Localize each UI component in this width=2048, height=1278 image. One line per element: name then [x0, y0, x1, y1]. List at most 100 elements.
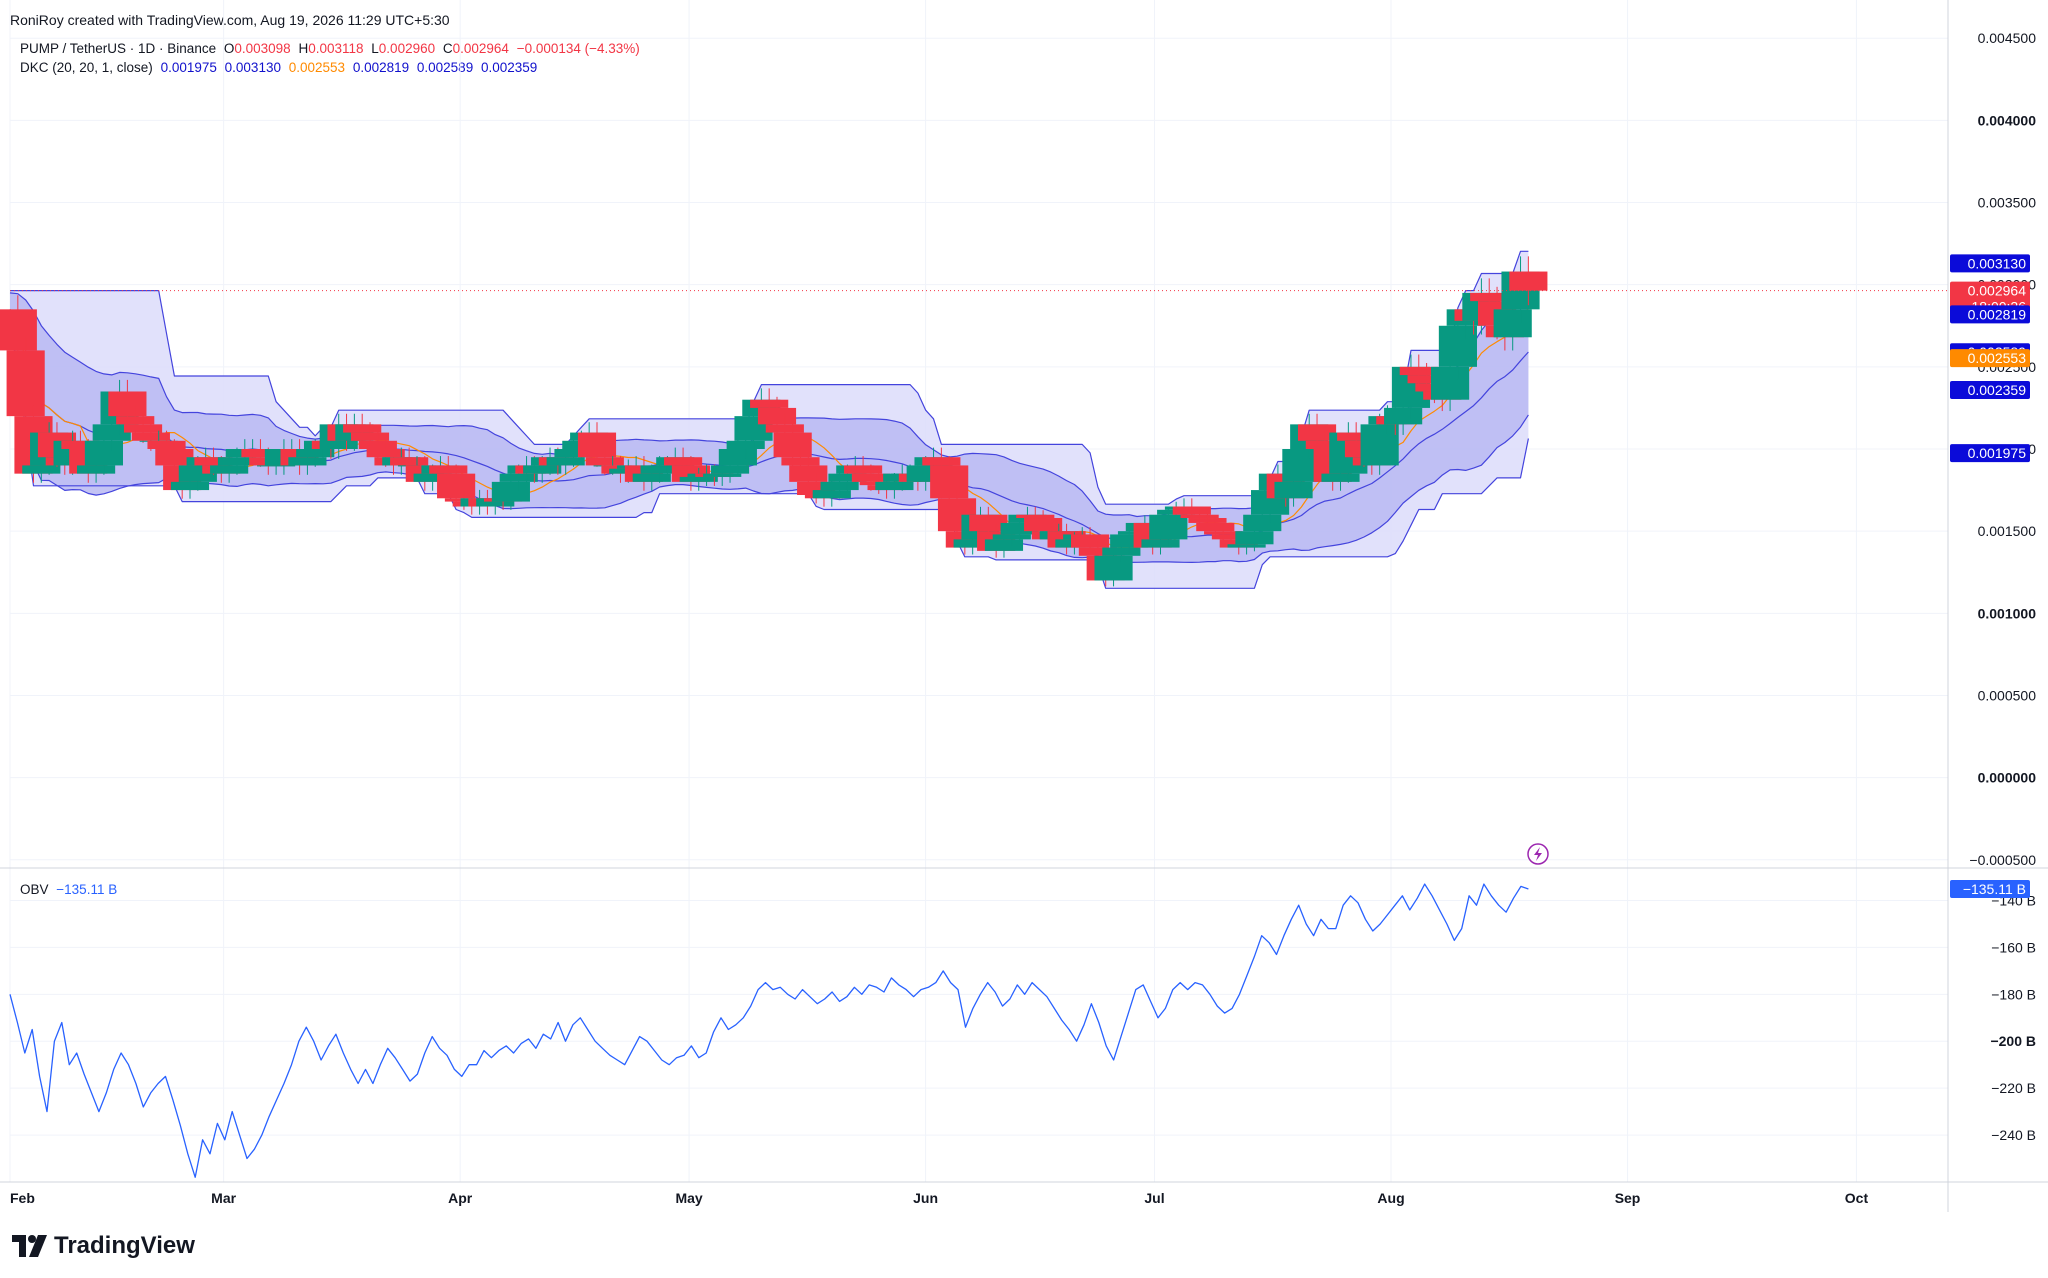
candle-body	[750, 399, 789, 408]
candle-body	[217, 457, 257, 466]
price-tag: 0.003130	[1950, 254, 2030, 273]
candle-body	[1094, 555, 1133, 581]
candle-body	[703, 473, 742, 477]
price-tag: 0.002819	[1950, 305, 2030, 324]
obv-axis-label: −240 B	[1991, 1127, 2036, 1143]
time-axis-label: Apr	[448, 1190, 473, 1206]
candle-body	[1024, 518, 1063, 532]
price-axis-label: 0.003500	[1978, 195, 2037, 211]
candle-body	[554, 449, 593, 458]
lightning-icon[interactable]	[1527, 843, 1549, 865]
candle-body	[844, 465, 883, 474]
candle-body	[679, 476, 718, 482]
price-tag: 0.001975	[1950, 444, 2030, 463]
candle-body	[664, 457, 703, 466]
lightning-icon-bolt	[1534, 847, 1542, 861]
candle-body	[546, 457, 585, 466]
candle-body	[108, 391, 147, 417]
dkc-label[interactable]: DKC (20, 20, 1, close)	[20, 60, 153, 75]
candle-body	[1188, 518, 1227, 523]
candle-body	[61, 440, 100, 449]
candle-body	[155, 449, 194, 466]
candle	[1431, 354, 1470, 412]
candle	[437, 464, 476, 507]
outer-channel-upper	[10, 250, 1529, 505]
candle-body	[499, 473, 538, 482]
candle-body	[757, 407, 797, 425]
price-tag-label: 0.003130	[1968, 255, 2027, 271]
price-axis-label: 0.000000	[1978, 770, 2037, 786]
candle	[1094, 549, 1133, 587]
candle-body	[0, 309, 37, 351]
candle-body	[1360, 424, 1399, 466]
dkc-value-4: 0.002819	[352, 60, 410, 75]
obv-axis-label: −180 B	[1991, 986, 2036, 1002]
obv-label[interactable]: OBV	[20, 882, 49, 897]
time-axis-label: Oct	[1845, 1190, 1869, 1206]
price-tag-label: 0.002359	[1968, 382, 2027, 398]
high-value: 0.003118	[308, 41, 364, 56]
candle-body	[1196, 522, 1235, 532]
close-label: C	[442, 41, 453, 56]
candle-body	[210, 465, 249, 474]
price-tag-label: 0.002553	[1968, 350, 2027, 366]
candle	[6, 337, 45, 427]
obv-axis-label: −200 B	[1990, 1033, 2036, 1049]
candle-body	[585, 457, 624, 466]
price-tag-label: 0.002964	[1968, 283, 2027, 299]
change-value: −0.000134 (−4.33%)	[516, 41, 640, 56]
obv-value: −135.11 B	[56, 882, 118, 897]
candle-body	[1493, 309, 1532, 338]
obv-legend: OBV −135.11 B	[20, 882, 121, 897]
tradingview-logo[interactable]: TradingView	[12, 1232, 195, 1260]
time-axis-label: Sep	[1615, 1190, 1641, 1206]
candle-body	[1305, 440, 1344, 449]
candle-body	[1102, 547, 1141, 556]
symbol-name[interactable]: PUMP / TetherUS · 1D · Binance	[20, 41, 217, 56]
candle-body	[648, 465, 687, 467]
price-tag-label: 0.002819	[1968, 306, 2027, 322]
obv-axis-label: −160 B	[1991, 939, 2036, 955]
price-tag-label: 0.001975	[1968, 445, 2027, 461]
candle-body	[1297, 424, 1337, 441]
time-axis-label: Aug	[1377, 1190, 1404, 1206]
candle-body	[257, 465, 296, 467]
candle-body	[1180, 514, 1219, 519]
candle	[0, 295, 37, 364]
dkc-value-6: 0.002359	[480, 60, 538, 75]
candle-body	[1399, 366, 1438, 376]
candle-body	[1235, 531, 1274, 545]
candle-body	[123, 424, 163, 433]
grid-lines	[9, 0, 1948, 1182]
dkc-value-1: 0.001975	[160, 60, 217, 75]
candle-body	[296, 449, 335, 458]
candle-body	[84, 440, 123, 466]
candle-body	[131, 432, 170, 441]
candle-body	[992, 534, 1031, 540]
candle-body	[710, 465, 750, 474]
price-tag-bg	[1950, 305, 2030, 324]
candle-body	[22, 465, 61, 474]
price-axis-label: 0.001000	[1978, 605, 2037, 621]
candle-body	[6, 350, 45, 417]
candle-body	[1384, 407, 1423, 425]
candle-body	[726, 440, 765, 449]
time-axis-label: Jul	[1144, 1190, 1164, 1206]
candle-body	[523, 465, 562, 474]
candle-body	[1431, 366, 1470, 400]
obv-tag-bg	[1950, 880, 2030, 899]
obv-tag-label: −135.11 B	[1963, 881, 2026, 897]
candle-body	[366, 449, 405, 458]
candle-body	[1407, 375, 1446, 384]
candle-body	[640, 465, 679, 474]
candle-body	[1070, 534, 1110, 548]
candle-body	[1243, 514, 1282, 532]
candle-body	[288, 457, 327, 466]
candle-body	[1141, 539, 1180, 548]
candle	[108, 379, 147, 427]
price-axis-label: 0.000500	[1978, 687, 2037, 703]
candle-body	[812, 490, 851, 499]
price-axis-label: 0.004500	[1978, 30, 2037, 46]
low-label: L	[371, 41, 379, 56]
